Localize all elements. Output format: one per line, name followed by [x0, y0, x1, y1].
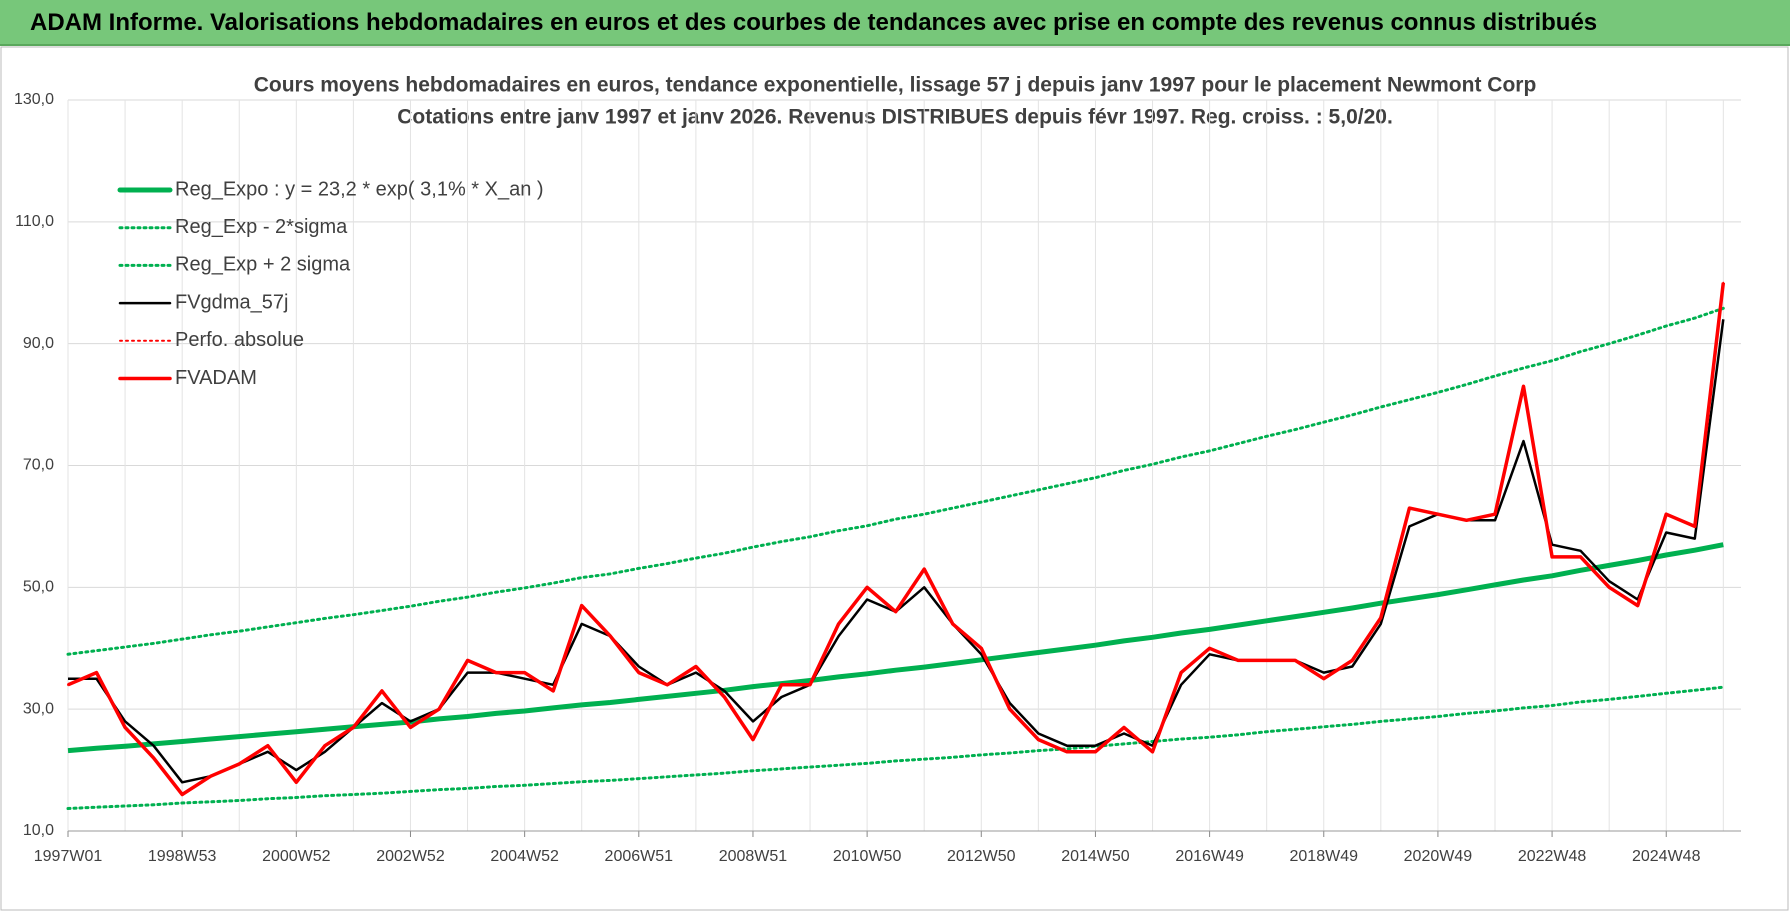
legend-label: Reg_Expo : y = 23,2 * exp( 3,1% * X_an ) — [175, 178, 544, 200]
y-tick-label: 130,0 — [14, 91, 54, 108]
x-tick-label: 2010W50 — [833, 848, 902, 865]
x-tick-label: 2016W49 — [1175, 848, 1244, 865]
x-tick-label: 2006W51 — [605, 848, 674, 865]
y-tick-label: 90,0 — [23, 335, 54, 352]
x-tick-label: 2020W49 — [1404, 848, 1473, 865]
x-tick-label: 2004W52 — [490, 848, 559, 865]
x-tick-label: 2002W52 — [376, 848, 445, 865]
x-tick-label: 2012W50 — [947, 848, 1016, 865]
x-tick-label: 2022W48 — [1518, 848, 1587, 865]
y-tick-label: 10,0 — [23, 822, 54, 839]
y-tick-label: 30,0 — [23, 700, 54, 717]
chart-title: Cours moyens hebdomadaires en euros, ten… — [254, 74, 1537, 97]
x-tick-label: 1998W53 — [148, 848, 217, 865]
legend-label: Perfo. absolue — [175, 329, 304, 351]
chart-subtitle: Cotations entre janv 1997 et janv 2026. … — [397, 106, 1393, 129]
x-tick-label: 2000W52 — [262, 848, 331, 865]
series-line — [66, 685, 1725, 810]
x-tick-label: 1997W01 — [34, 848, 103, 865]
legend-label: FVADAM — [175, 367, 257, 389]
y-tick-label: 70,0 — [23, 457, 54, 474]
y-tick-label: 110,0 — [15, 213, 54, 230]
series-line — [67, 542, 1724, 754]
series-line — [66, 306, 1725, 656]
x-tick-label: 2018W49 — [1290, 848, 1359, 865]
x-tick-label: 2014W50 — [1061, 848, 1130, 865]
series-line — [67, 282, 1726, 797]
x-tick-label: 2008W51 — [719, 848, 788, 865]
legend-label: Reg_Exp - 2*sigma — [175, 216, 348, 238]
legend-label: FVgdma_57j — [175, 291, 288, 313]
x-tick-label: 2024W48 — [1632, 848, 1701, 865]
chart-border — [0, 46, 1789, 911]
series-line — [67, 281, 1725, 796]
y-tick-label: 50,0 — [23, 579, 54, 596]
header-title: ADAM Informe. Valorisations hebdomadaire… — [0, 0, 1790, 46]
legend-label: Reg_Exp + 2 sigma — [175, 254, 351, 276]
